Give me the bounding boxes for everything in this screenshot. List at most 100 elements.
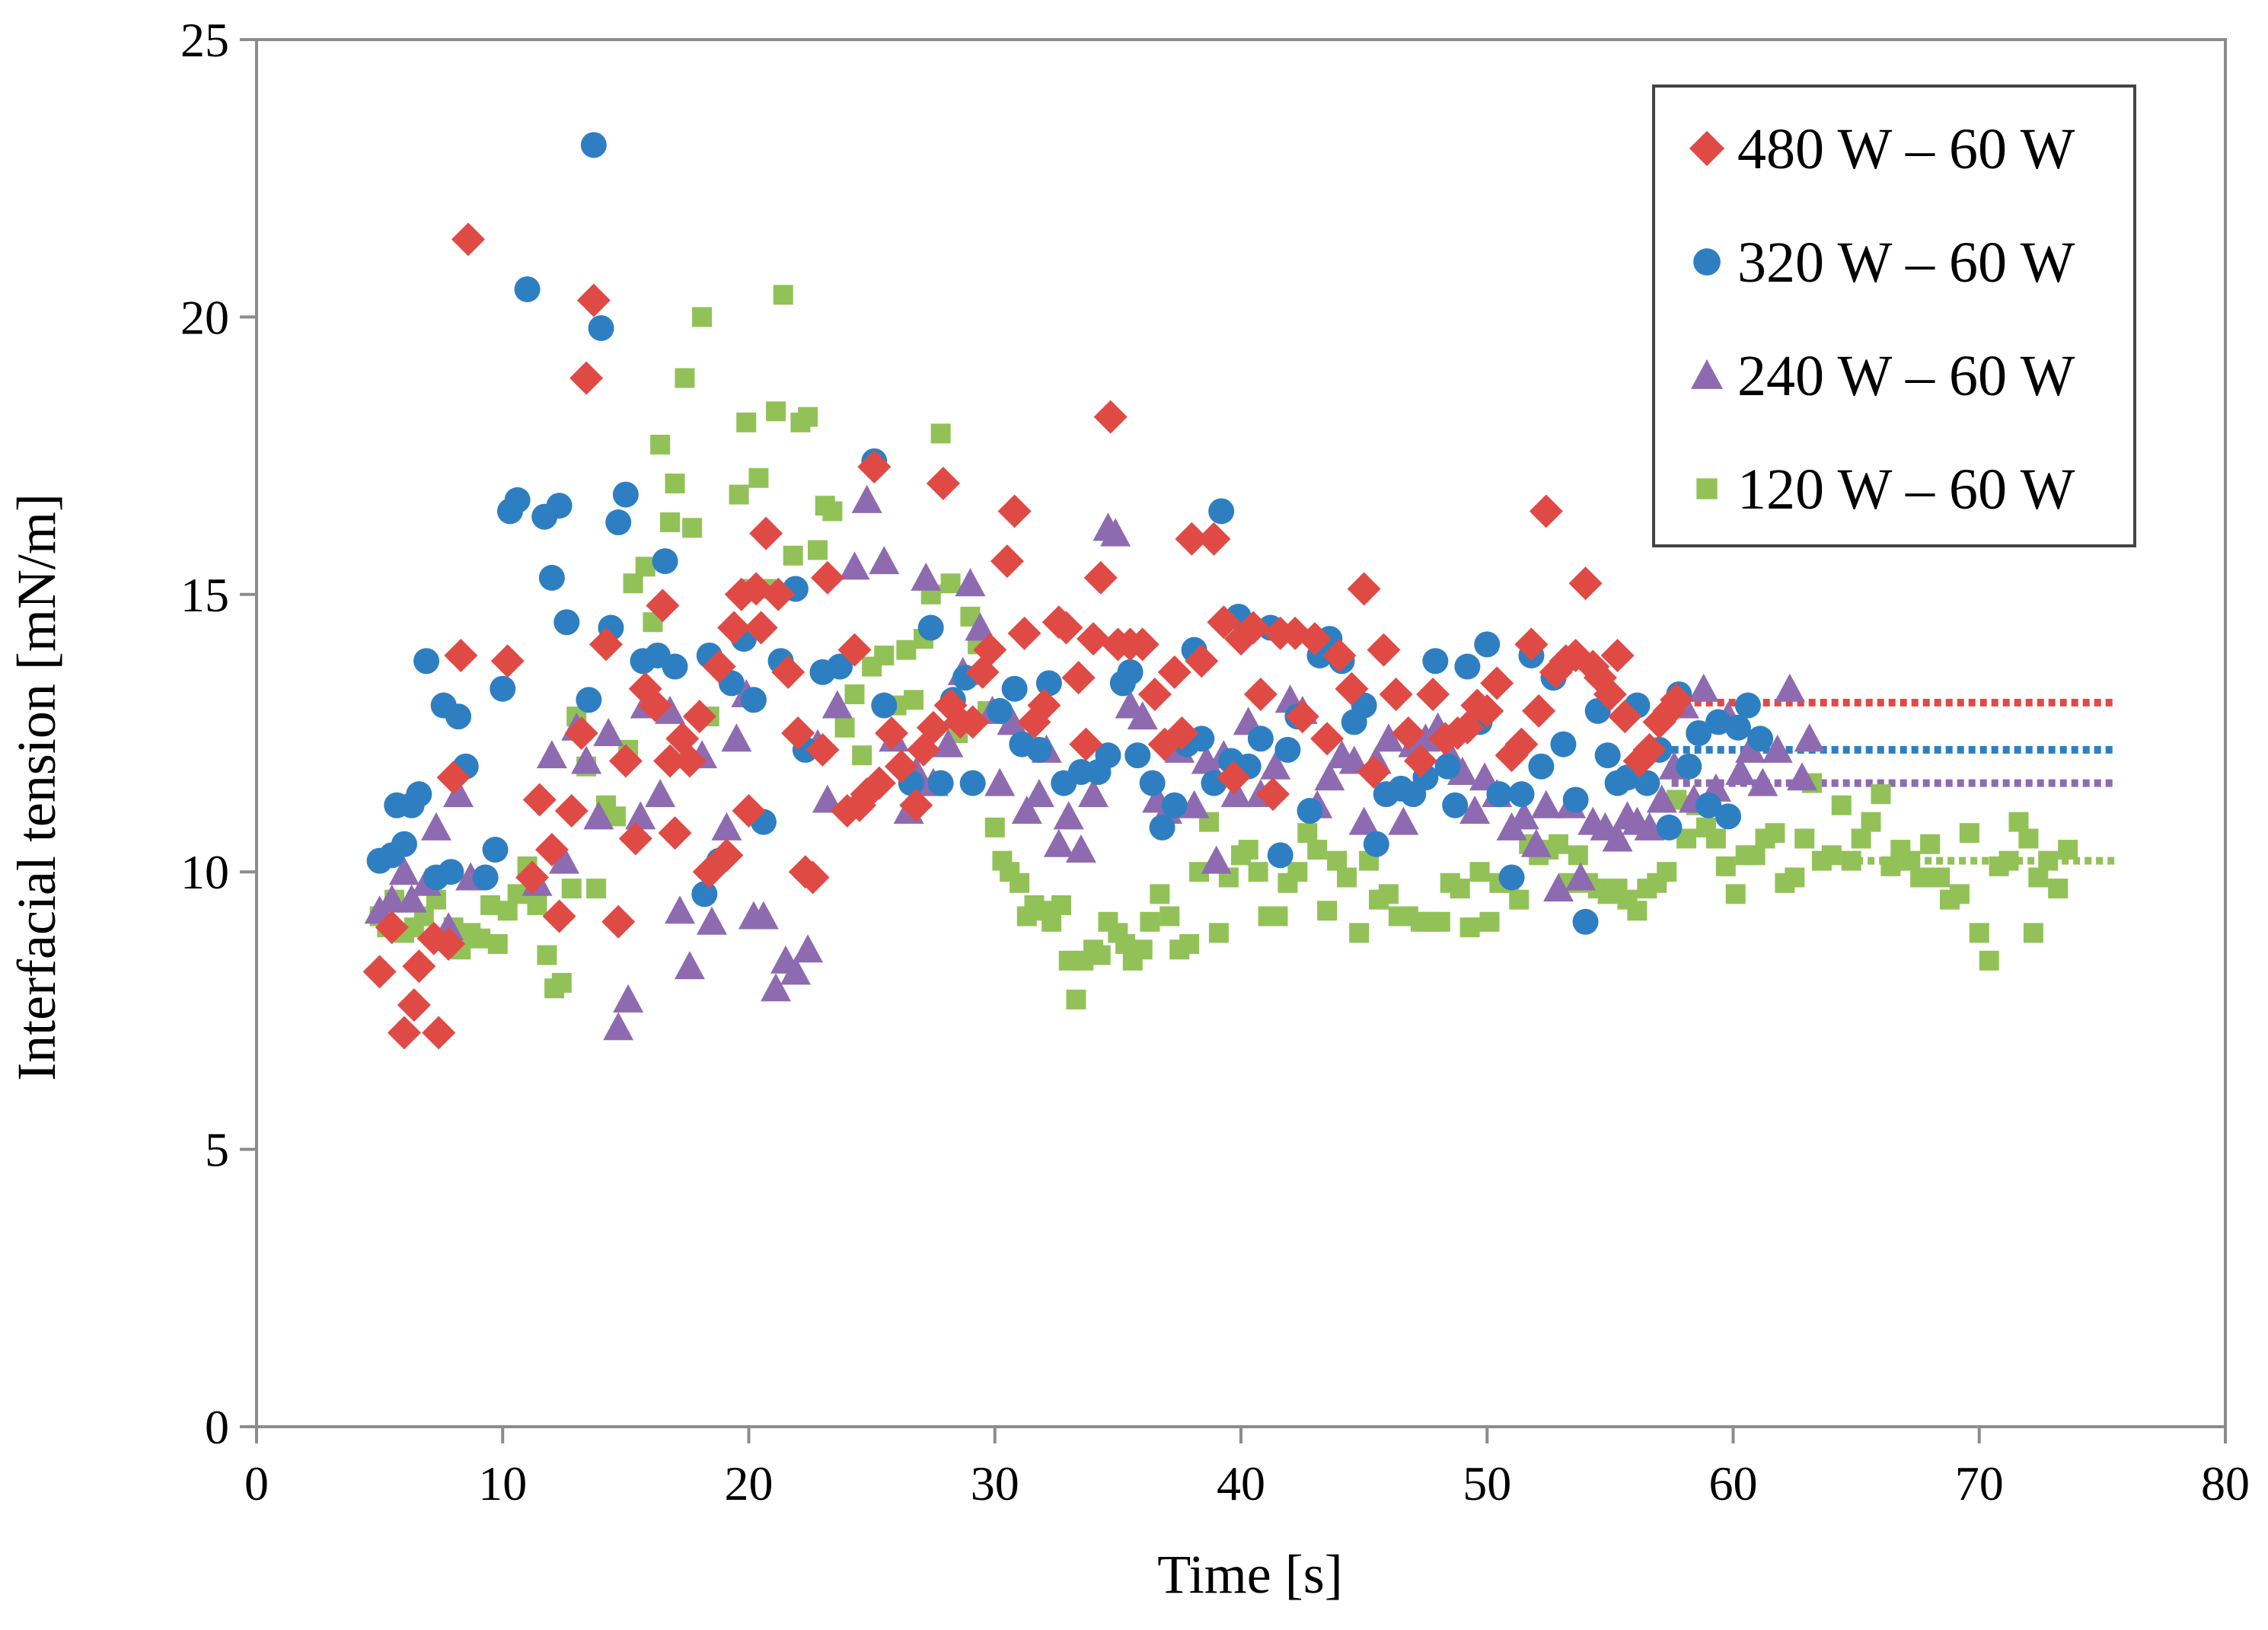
data-point xyxy=(1794,828,1815,849)
data-point xyxy=(1297,798,1323,825)
data-point xyxy=(608,744,643,778)
data-point xyxy=(1201,845,1232,874)
data-point xyxy=(1285,700,1319,734)
data-point xyxy=(740,687,767,713)
data-point xyxy=(561,879,582,899)
data-point xyxy=(732,794,766,828)
data-point xyxy=(1391,716,1425,750)
data-point xyxy=(1378,884,1399,904)
data-point xyxy=(736,412,757,432)
data-point xyxy=(1660,683,1694,717)
data-point xyxy=(911,562,942,591)
data-point xyxy=(1949,884,1970,904)
data-point xyxy=(927,770,954,796)
data-point xyxy=(1959,823,1979,844)
data-point xyxy=(721,723,752,752)
legend-label: 480 W – 60 W xyxy=(1737,117,2075,181)
data-point xyxy=(387,1016,421,1050)
data-point xyxy=(2023,923,2043,943)
data-point xyxy=(1520,828,1552,857)
legend: 480 W – 60 W 320 W – 60 W 240 W – 60 W 120 … xyxy=(1652,85,2136,547)
data-point xyxy=(773,285,793,305)
data-point xyxy=(1646,784,1677,813)
data-point xyxy=(580,132,607,158)
data-point xyxy=(1861,812,1881,832)
data-point xyxy=(1785,867,1805,888)
data-point xyxy=(1657,862,1677,882)
data-point xyxy=(1705,709,1732,735)
data-point xyxy=(1125,627,1160,662)
data-point xyxy=(1470,694,1504,728)
data-point xyxy=(1774,673,1805,702)
data-point xyxy=(589,627,624,662)
data-point xyxy=(514,276,541,302)
data-point xyxy=(406,781,432,808)
data-point xyxy=(1023,779,1054,808)
data-point xyxy=(1632,732,1667,767)
data-point xyxy=(1373,723,1404,752)
data-point xyxy=(1207,605,1241,640)
data-point xyxy=(527,895,547,915)
data-point xyxy=(916,710,950,745)
data-point xyxy=(1542,873,1574,902)
data-point xyxy=(1150,884,1170,904)
data-point xyxy=(1454,653,1481,680)
data-point xyxy=(1600,638,1635,672)
data-point xyxy=(955,568,986,597)
data-point xyxy=(1001,675,1028,702)
data-point xyxy=(997,494,1032,528)
data-point xyxy=(1260,751,1291,780)
data-point xyxy=(717,611,751,645)
data-point xyxy=(851,484,882,513)
x-tick-label: 20 xyxy=(725,1456,774,1510)
data-point xyxy=(874,716,908,750)
data-point xyxy=(652,548,678,575)
data-point xyxy=(1787,762,1818,791)
data-point xyxy=(810,560,844,595)
data-point xyxy=(1686,720,1712,746)
data-point xyxy=(1093,400,1128,434)
data-point xyxy=(798,407,818,427)
data-point xyxy=(471,928,491,949)
data-point xyxy=(1900,850,1921,871)
data-point xyxy=(780,956,811,985)
data-point xyxy=(973,633,1007,667)
data-point xyxy=(1179,789,1210,818)
data-point xyxy=(1157,655,1191,689)
data-point xyxy=(744,611,778,645)
data-point xyxy=(1920,834,1941,854)
data-point xyxy=(1357,755,1391,789)
data-point xyxy=(553,609,580,636)
data-point xyxy=(2028,867,2049,888)
data-point xyxy=(1735,734,1766,763)
data-point xyxy=(576,283,611,317)
data-point xyxy=(1841,850,1861,871)
data-point xyxy=(783,545,803,566)
data-point xyxy=(554,794,589,828)
data-point xyxy=(761,577,796,611)
data-point xyxy=(664,895,695,924)
data-point xyxy=(1297,823,1318,844)
y-tick-label: 15 xyxy=(180,568,229,622)
data-point xyxy=(583,801,614,830)
data-point xyxy=(1634,812,1665,841)
data-point xyxy=(1117,659,1144,685)
data-point xyxy=(850,777,884,812)
data-point xyxy=(1602,823,1633,852)
data-point xyxy=(710,838,744,872)
data-point xyxy=(857,450,892,484)
data-point xyxy=(1504,727,1539,761)
data-point xyxy=(834,717,855,738)
data-point xyxy=(422,1016,456,1050)
data-point xyxy=(490,675,516,702)
data-point xyxy=(990,544,1024,579)
data-point xyxy=(1548,834,1568,854)
data-point xyxy=(852,745,872,766)
x-tick-label: 50 xyxy=(1463,1456,1511,1510)
data-point xyxy=(796,860,830,895)
data-point xyxy=(1725,884,1746,904)
data-point xyxy=(1459,917,1480,938)
data-point xyxy=(1066,989,1086,1010)
data-point xyxy=(1053,801,1084,830)
data-point xyxy=(930,423,951,444)
